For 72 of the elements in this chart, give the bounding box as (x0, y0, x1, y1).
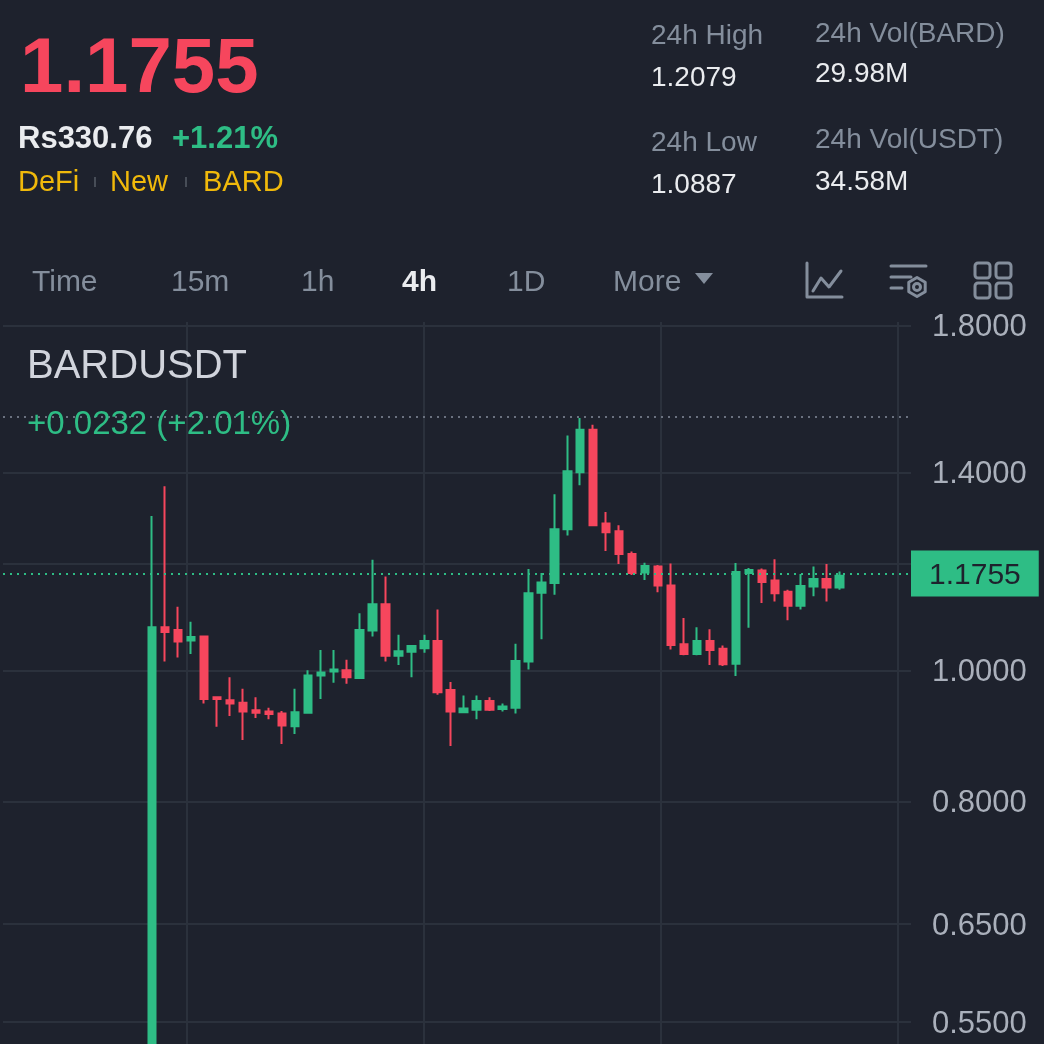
candlestick (666, 562, 676, 651)
candlestick (419, 633, 430, 654)
candlestick (484, 696, 495, 712)
candlestick (497, 702, 508, 713)
candlestick (212, 696, 222, 728)
text: New (110, 164, 169, 197)
candlestick (575, 417, 585, 487)
candlestick (718, 644, 728, 668)
candlestick (186, 620, 196, 655)
text: 24h Vol(USDT) (815, 122, 1004, 154)
candlestick (432, 608, 443, 696)
ref-line-label: 1.1755 (929, 556, 1021, 590)
candlestick (277, 709, 287, 745)
y-tick-label: 0.6500 (932, 906, 1027, 942)
text: 24h High (651, 18, 764, 50)
candlestick (601, 511, 611, 553)
text: 4h (402, 264, 438, 298)
candlestick (290, 687, 300, 736)
candlestick (238, 687, 248, 741)
candlestick (692, 626, 702, 657)
candlestick (445, 681, 456, 747)
candlestick (783, 588, 793, 622)
text: More (613, 264, 682, 298)
text: 1h (301, 264, 335, 298)
candlestick (380, 575, 391, 663)
candlestick (458, 694, 469, 714)
text: 15m (171, 264, 230, 298)
candlestick (264, 706, 274, 721)
candlestick (251, 696, 261, 719)
text: 34.58M (815, 164, 909, 196)
text: 1.0887 (651, 167, 737, 199)
text: 1.2079 (651, 60, 737, 92)
candlestick (173, 605, 183, 659)
candlestick (562, 434, 573, 537)
candlestick (757, 567, 767, 605)
y-tick-label: 1.8000 (932, 307, 1027, 343)
text: 29.98M (815, 56, 909, 88)
text: Time (32, 264, 98, 298)
candlestick (316, 649, 326, 701)
text: 1.1755 (20, 20, 259, 109)
candlestick (341, 658, 352, 685)
candlestick (303, 669, 313, 714)
candlestick (679, 616, 689, 657)
candlestick (225, 676, 235, 717)
candlestick (705, 628, 715, 666)
candlestick (393, 633, 404, 666)
candlestick (614, 524, 624, 566)
candlestick (653, 564, 663, 594)
candlestick (354, 612, 365, 679)
text: 1D (507, 264, 546, 298)
candlestick (821, 563, 832, 603)
text: +1.21% (172, 120, 279, 156)
text: BARDUSDT (27, 342, 248, 386)
y-tick-label: 1.0000 (932, 653, 1027, 689)
text: +0.0232 (+2.01%) (27, 404, 292, 441)
candlestick (160, 485, 170, 663)
candlestick (329, 649, 339, 684)
text: Rs330.76 (18, 120, 153, 156)
candlestick (471, 694, 482, 721)
y-tick-label: 1.4000 (932, 455, 1027, 491)
candlestick (406, 644, 417, 679)
candlestick (199, 635, 209, 705)
candlestick (588, 423, 598, 527)
text: DeFi (18, 164, 80, 197)
candlestick (770, 558, 780, 603)
candlestick (510, 642, 521, 715)
y-tick-label: 0.5500 (932, 1004, 1027, 1040)
text: 24h Vol(BARD) (815, 16, 1005, 48)
text: 24h Low (651, 125, 757, 157)
text: BARD (203, 164, 284, 197)
y-tick-label: 0.8000 (932, 784, 1027, 820)
candlestick (627, 550, 637, 576)
